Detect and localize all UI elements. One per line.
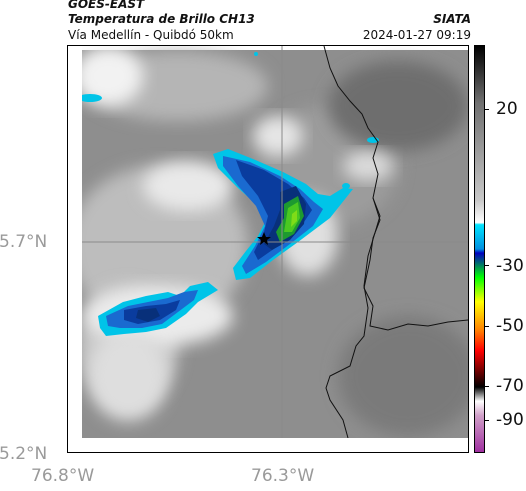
colorbar-tick-label: 20 bbox=[496, 99, 518, 119]
colorbar-tick-label: -90 bbox=[496, 410, 524, 430]
org-label: SIATA bbox=[433, 12, 471, 26]
satellite-map[interactable] bbox=[67, 45, 469, 453]
lon-label: 76.3°W bbox=[251, 466, 315, 486]
colorbar-tick-label: -70 bbox=[496, 376, 524, 396]
lat-label: 5.2°N bbox=[0, 444, 48, 464]
star-icon bbox=[257, 232, 271, 245]
colorbar-tick bbox=[484, 386, 489, 387]
colorbar-tick-label: -30 bbox=[496, 256, 524, 276]
colorbar-tick bbox=[484, 326, 489, 327]
lat-label: 5.7°N bbox=[0, 232, 48, 252]
brightness-temperature-field bbox=[68, 46, 468, 452]
colorbar-tick bbox=[484, 420, 489, 421]
colorbar-tick bbox=[484, 265, 489, 266]
lon-label: 76.8°W bbox=[31, 466, 95, 486]
colorbar-tick-label: -50 bbox=[496, 316, 524, 336]
satellite-title: GOES-EAST bbox=[68, 0, 145, 11]
product-title: Temperatura de Brillo CH13 bbox=[68, 12, 255, 26]
colorbar bbox=[474, 45, 485, 453]
colorbar-tick bbox=[484, 109, 489, 110]
route-subtitle: Vía Medellín - Quibdó 50km bbox=[68, 28, 234, 42]
timestamp: 2024-01-27 09:19 bbox=[362, 28, 471, 42]
